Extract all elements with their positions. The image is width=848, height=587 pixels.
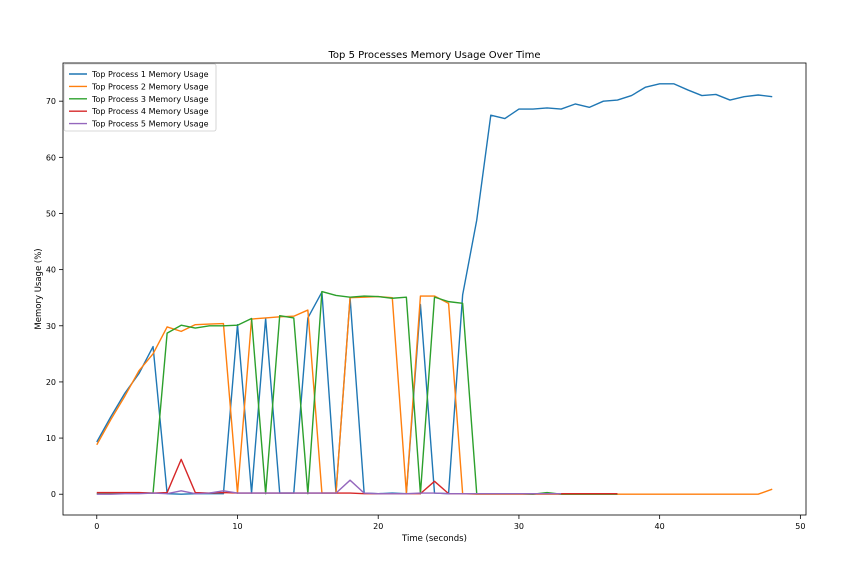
y-tick-label: 30 bbox=[46, 322, 56, 331]
series-line-5 bbox=[96, 479, 562, 495]
x-tick-label: 40 bbox=[655, 522, 665, 531]
legend-label-4: Top Process 4 Memory Usage bbox=[91, 107, 209, 116]
x-tick-label: 10 bbox=[232, 522, 242, 531]
x-tick-label: 0 bbox=[94, 522, 99, 531]
y-tick-label: 10 bbox=[46, 434, 56, 443]
legend-box bbox=[63, 63, 217, 132]
y-axis-label: Memory Usage (%) bbox=[34, 248, 44, 329]
legend-label-1: Top Process 1 Memory Usage bbox=[91, 70, 209, 79]
x-axis-label: Time (seconds) bbox=[401, 534, 467, 544]
y-tick-label: 20 bbox=[46, 378, 56, 387]
x-tick-label: 30 bbox=[514, 522, 524, 531]
series-line-2 bbox=[96, 295, 773, 495]
legend: Top Process 1 Memory Usage Top Process 2 … bbox=[63, 63, 217, 132]
y-tick-label: 70 bbox=[46, 97, 56, 106]
series-lines bbox=[96, 83, 773, 495]
y-tick-label: 60 bbox=[46, 153, 56, 162]
legend-label-2: Top Process 2 Memory Usage bbox=[91, 82, 209, 91]
legend-label-3: Top Process 3 Memory Usage bbox=[91, 95, 209, 104]
x-tick-label: 20 bbox=[373, 522, 383, 531]
y-tick-label: 40 bbox=[46, 266, 56, 275]
plot-area bbox=[63, 63, 806, 515]
y-tick-label: 50 bbox=[46, 209, 56, 218]
y-tick-label: 0 bbox=[51, 490, 56, 499]
axis-ticks: 0 10 20 30 40 50 0 10 20 30 40 50 60 70 bbox=[46, 97, 806, 531]
x-tick-label: 50 bbox=[795, 522, 805, 531]
chart-title: Top 5 Processes Memory Usage Over Time bbox=[328, 50, 541, 61]
plot-frame bbox=[62, 62, 807, 516]
legend-label-5: Top Process 5 Memory Usage bbox=[91, 120, 209, 129]
